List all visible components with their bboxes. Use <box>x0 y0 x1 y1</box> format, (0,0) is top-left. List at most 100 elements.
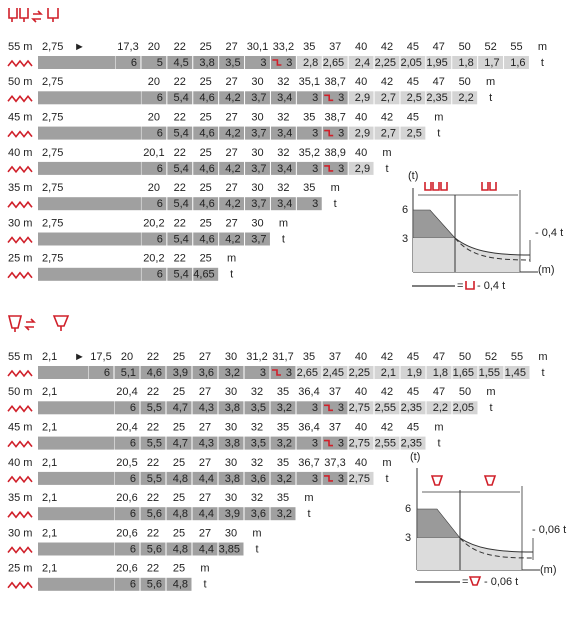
offset: 2,75 <box>42 182 63 194</box>
offset: 2,75 <box>42 253 63 265</box>
load: 4,6 <box>147 367 162 379</box>
radius-unit: m <box>279 217 288 229</box>
load-cell <box>348 56 374 69</box>
load-cell <box>166 471 192 485</box>
jib-length: 30 m <box>8 527 32 539</box>
load-cell <box>426 91 452 105</box>
load: 3,4 <box>277 163 292 175</box>
load: 4,7 <box>173 402 188 414</box>
load: 3,4 <box>277 92 292 104</box>
load-cell <box>374 436 400 450</box>
load-cell <box>478 56 504 69</box>
load: 2,05 <box>453 402 474 414</box>
load-cell <box>141 56 167 69</box>
radius: 36,4 <box>298 386 319 398</box>
load: 4,5 <box>174 57 189 69</box>
radius: 40 <box>355 76 367 88</box>
load: 3,4 <box>277 198 292 210</box>
load-cell <box>193 56 219 69</box>
load: 6 <box>104 367 110 379</box>
load-cell <box>167 126 193 140</box>
load-cell <box>114 401 140 415</box>
jib-length: 35 m <box>8 182 32 194</box>
load-cell <box>296 161 322 175</box>
radius-unit: m <box>538 351 547 363</box>
radius: 22 <box>147 457 159 469</box>
load: 3,2 <box>225 367 240 379</box>
load: 2,1 <box>381 367 396 379</box>
load: 6 <box>157 92 163 104</box>
switch-icon <box>324 439 333 447</box>
load-cell <box>218 436 244 450</box>
radius: 22 <box>174 182 186 194</box>
jib-length: 35 m <box>8 492 32 504</box>
radius: 20 <box>148 41 160 53</box>
load: 4,8 <box>173 579 188 591</box>
radius: 27 <box>225 147 237 159</box>
radius: 20,6 <box>116 563 137 575</box>
load-cell <box>270 507 296 521</box>
load: 3,7 <box>251 163 266 175</box>
load: 2,2 <box>458 92 473 104</box>
load-cell <box>296 436 322 450</box>
load: 5,5 <box>147 438 162 450</box>
radius: 30 <box>225 422 237 434</box>
radius: 27 <box>225 112 237 124</box>
radius: 25 <box>173 492 185 504</box>
radius-unit: m <box>200 563 209 575</box>
radius: 33,2 <box>273 41 294 53</box>
load: 3,5 <box>251 438 266 450</box>
radius: 35 <box>303 182 315 194</box>
row-marker <box>7 130 33 138</box>
load-unit: t <box>437 128 440 140</box>
radius: 30 <box>251 147 263 159</box>
load: 2,5 <box>407 92 422 104</box>
radius: 52 <box>485 351 497 363</box>
radius: 20,5 <box>116 457 137 469</box>
load: 2,4 <box>355 57 370 69</box>
radius: 30 <box>225 492 237 504</box>
load-cell <box>167 91 193 105</box>
load-cell <box>192 436 218 450</box>
load-cell <box>374 401 400 415</box>
load-cell <box>452 366 478 379</box>
load-cell <box>374 91 400 105</box>
load-cell <box>348 126 374 140</box>
load-cell <box>193 232 219 246</box>
load-cell <box>322 56 348 69</box>
load: 3 <box>260 367 266 379</box>
load-cell <box>245 197 270 211</box>
switch-icon <box>324 129 334 137</box>
load: 3,8 <box>225 402 240 414</box>
load: 4,4 <box>199 508 214 520</box>
radius: 20,2 <box>143 217 164 229</box>
radius: 36,7 <box>298 457 319 469</box>
load: 6 <box>130 473 136 485</box>
load: 2,65 <box>323 57 344 69</box>
row-marker <box>7 510 33 519</box>
load: 3,2 <box>277 438 292 450</box>
load: 3,6 <box>251 473 266 485</box>
load-unit: t <box>489 92 492 104</box>
radius: 20 <box>148 112 160 124</box>
load-cell <box>400 366 426 379</box>
load-cell <box>296 91 322 105</box>
load: 6 <box>157 233 163 245</box>
load-cell <box>219 232 245 246</box>
tick-label: 6 <box>402 204 408 216</box>
load: 6 <box>157 269 163 281</box>
load-cell <box>167 197 193 211</box>
radius: 25 <box>200 147 212 159</box>
load: 3,7 <box>251 92 266 104</box>
load: 3,9 <box>225 508 240 520</box>
load: 4,65 <box>193 269 214 281</box>
radius: 25 <box>200 217 212 229</box>
radius: 25 <box>200 253 212 265</box>
radius: 40 <box>355 351 367 363</box>
radius: 47 <box>433 76 445 88</box>
load-cell <box>374 366 400 379</box>
switch-icon <box>324 94 334 102</box>
jib-length: 55 m <box>8 41 32 53</box>
radius: 17,3 <box>117 41 138 53</box>
